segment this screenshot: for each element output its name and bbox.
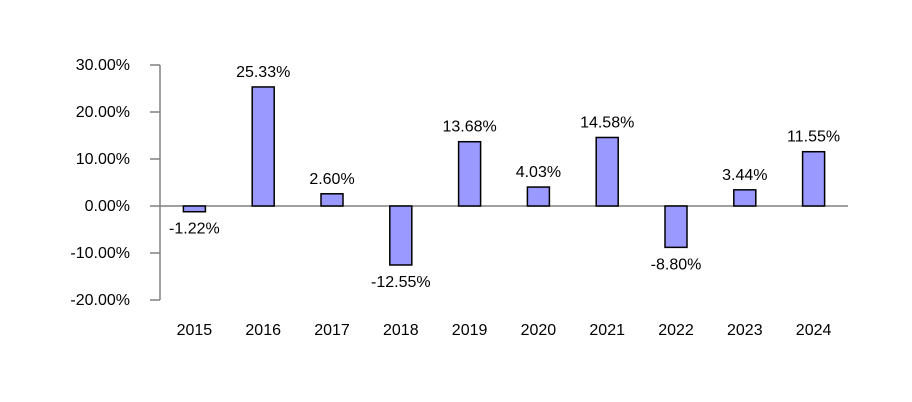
bar-2023 [733,189,757,207]
bar-2016 [251,86,275,207]
data-label-2018: -12.55% [371,274,431,291]
x-tick-label-2022: 2022 [658,322,694,339]
y-tick-label: 20.00% [76,104,130,121]
x-tick-label-2017: 2017 [314,322,350,339]
x-tick-label-2018: 2018 [383,322,419,339]
data-label-2015: -1.22% [169,221,220,238]
bar-2018 [389,205,413,266]
data-label-2019: 13.68% [442,119,496,136]
bar-2017 [320,193,344,207]
bar-2021 [595,136,619,207]
x-tick-label-2020: 2020 [521,322,557,339]
y-tick-label: 0.00% [85,198,130,215]
bar-2024 [801,150,826,207]
bar-2019 [457,140,482,207]
bar-2015 [182,205,207,213]
data-label-2023: 3.44% [722,167,767,184]
data-label-2021: 14.58% [580,114,634,131]
data-label-2016: 25.33% [236,64,290,81]
data-label-2022: -8.80% [651,256,702,273]
x-tick-label-2024: 2024 [796,322,832,339]
data-label-2017: 2.60% [309,171,354,188]
x-tick-label-2023: 2023 [727,322,763,339]
data-label-2020: 4.03% [516,164,561,181]
bar-2020 [526,186,551,207]
y-tick-label: 30.00% [76,57,130,74]
x-tick-label-2021: 2021 [589,322,625,339]
x-tick-label-2016: 2016 [245,322,281,339]
data-label-2024: 11.55% [787,129,840,146]
x-tick-label-2015: 2015 [177,322,213,339]
bar-2022 [664,205,688,249]
x-tick-label-2019: 2019 [452,322,488,339]
y-tick-label: -10.00% [70,245,130,262]
y-tick-label: 10.00% [76,151,130,168]
y-tick-label: -20.00% [70,292,130,309]
